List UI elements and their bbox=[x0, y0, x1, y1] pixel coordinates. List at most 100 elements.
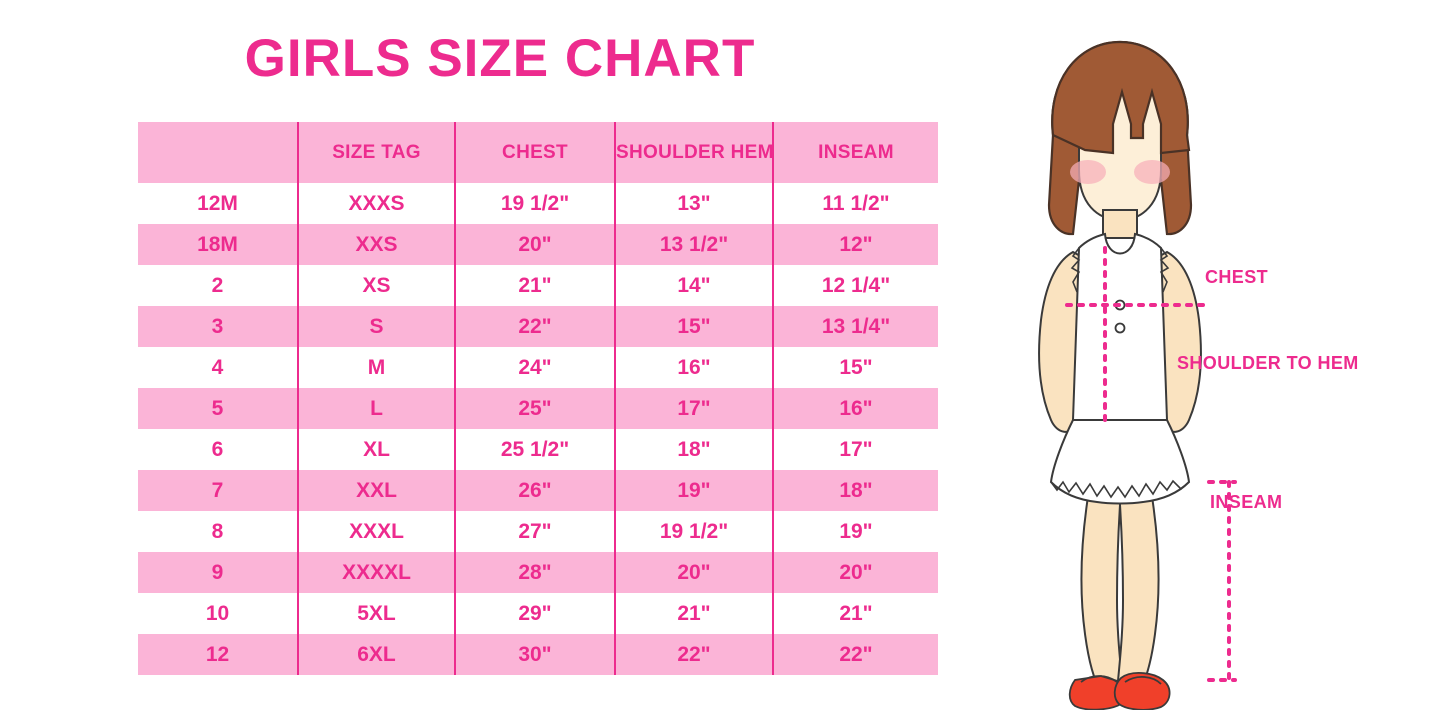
callout-label-chest: CHEST bbox=[1205, 267, 1269, 287]
cell-size-tag: 6XL bbox=[297, 634, 455, 675]
cell-size: 18M bbox=[197, 232, 238, 256]
cell-size-tag: XXXS bbox=[297, 183, 455, 224]
neck-shape bbox=[1102, 209, 1138, 239]
cell-size-tag: M bbox=[297, 347, 455, 388]
cell-chest: 26" bbox=[454, 470, 615, 511]
table-row: 2 XS 21" 14" 12 1/4" bbox=[138, 265, 938, 306]
cell-shoulder-hem: 19" bbox=[614, 470, 773, 511]
cell-size: 2 bbox=[211, 273, 224, 297]
cell-inseam: 15" bbox=[772, 347, 938, 388]
leg-left-shape bbox=[1080, 489, 1125, 693]
cell-chest: 24" bbox=[454, 347, 615, 388]
table-header-row: SIZE TAG CHEST SHOULDER HEM INSEAM bbox=[138, 122, 938, 183]
table-row: 6 XL 25 1/2" 18" 17" bbox=[138, 429, 938, 470]
cell-chest: 30" bbox=[454, 634, 615, 675]
cell-shoulder-hem: 14" bbox=[614, 265, 773, 306]
cell-inseam: 13 1/4" bbox=[772, 306, 938, 347]
girl-figure-illustration: CHEST SHOULDER TO HEM INSEAM bbox=[955, 20, 1445, 710]
cell-size-tag: 5XL bbox=[297, 593, 455, 634]
column-header-chest: CHEST bbox=[454, 122, 615, 183]
cell-size-tag: XXXL bbox=[297, 511, 455, 552]
table-row: 10 5XL 29" 21" 21" bbox=[138, 593, 938, 634]
table-row: 9 XXXXL 28" 20" 20" bbox=[138, 552, 938, 593]
skirt-shape bbox=[1049, 419, 1191, 505]
cell-size: 4 bbox=[211, 355, 224, 379]
cell-shoulder-hem: 16" bbox=[614, 347, 773, 388]
sleeve-ruffle-left-icon bbox=[1070, 247, 1081, 293]
cell-size: 3 bbox=[211, 314, 224, 338]
column-header-inseam: INSEAM bbox=[772, 122, 938, 183]
sleeve-ruffle-right-icon bbox=[1159, 247, 1170, 293]
cell-inseam: 16" bbox=[772, 388, 938, 429]
hair-bangs-shape bbox=[1051, 40, 1191, 155]
cell-chest: 25 1/2" bbox=[454, 429, 615, 470]
cell-chest: 29" bbox=[454, 593, 615, 634]
cell-size: 7 bbox=[211, 478, 224, 502]
cell-chest: 27" bbox=[454, 511, 615, 552]
cell-shoulder-hem: 20" bbox=[614, 552, 773, 593]
cell-shoulder-hem: 13 1/2" bbox=[614, 224, 773, 265]
cell-size-tag: XL bbox=[297, 429, 455, 470]
cell-shoulder-hem: 13" bbox=[614, 183, 773, 224]
cell-size-tag: L bbox=[297, 388, 455, 429]
cell-chest: 28" bbox=[454, 552, 615, 593]
column-header-shoulder-hem: SHOULDER HEM bbox=[614, 122, 773, 183]
table-row: 12M XXXS 19 1/2" 13" 11 1/2" bbox=[138, 183, 938, 224]
shoe-right-strap-icon bbox=[1124, 676, 1162, 685]
table-row: 18M XXS 20" 13 1/2" 12" bbox=[138, 224, 938, 265]
skirt-scallop-hem-icon bbox=[1050, 479, 1190, 499]
column-header-size-tag: SIZE TAG bbox=[297, 122, 455, 183]
blush-right-icon bbox=[1134, 160, 1170, 184]
cell-size: 9 bbox=[211, 560, 224, 584]
cell-size: 12 bbox=[205, 642, 230, 666]
shoe-right-shape bbox=[1113, 672, 1171, 710]
cell-shoulder-hem: 17" bbox=[614, 388, 773, 429]
table-header: SIZE TAG CHEST SHOULDER HEM INSEAM bbox=[138, 122, 938, 183]
cell-size: 6 bbox=[211, 437, 224, 461]
girl-figure-svg bbox=[1038, 40, 1237, 710]
cell-size: 8 bbox=[211, 519, 224, 543]
cell-size-tag: S bbox=[297, 306, 455, 347]
table-row: 3 S 22" 15" 13 1/4" bbox=[138, 306, 938, 347]
table-row: 7 XXL 26" 19" 18" bbox=[138, 470, 938, 511]
table-row: 4 M 24" 16" 15" bbox=[138, 347, 938, 388]
cell-size: 5 bbox=[211, 396, 224, 420]
shoe-left-strap-icon bbox=[1080, 675, 1118, 683]
cell-size-tag: XXXXL bbox=[297, 552, 455, 593]
table-row: 12 6XL 30" 22" 22" bbox=[138, 634, 938, 675]
cell-shoulder-hem: 18" bbox=[614, 429, 773, 470]
cell-shoulder-hem: 15" bbox=[614, 306, 773, 347]
cell-inseam: 20" bbox=[772, 552, 938, 593]
table-row: 5 L 25" 17" 16" bbox=[138, 388, 938, 429]
cell-size-tag: XXS bbox=[297, 224, 455, 265]
cell-chest: 20" bbox=[454, 224, 615, 265]
cell-shoulder-hem: 22" bbox=[614, 634, 773, 675]
cell-size-tag: XS bbox=[297, 265, 455, 306]
cell-inseam: 19" bbox=[772, 511, 938, 552]
cell-chest: 21" bbox=[454, 265, 615, 306]
cell-inseam: 12" bbox=[772, 224, 938, 265]
table-row: 8 XXXL 27" 19 1/2" 19" bbox=[138, 511, 938, 552]
cell-inseam: 21" bbox=[772, 593, 938, 634]
cell-inseam: 17" bbox=[772, 429, 938, 470]
button-bottom-icon bbox=[1114, 322, 1126, 334]
cell-shoulder-hem: 19 1/2" bbox=[614, 511, 773, 552]
cell-inseam: 22" bbox=[772, 634, 938, 675]
cell-size: 10 bbox=[205, 601, 230, 625]
page-title: GIRLS SIZE CHART bbox=[244, 29, 756, 88]
cell-inseam: 11 1/2" bbox=[772, 183, 938, 224]
callout-label-shoulder-to-hem: SHOULDER TO HEM bbox=[1177, 353, 1359, 373]
cell-chest: 22" bbox=[454, 306, 615, 347]
cell-chest: 25" bbox=[454, 388, 615, 429]
table-body: 12M XXXS 19 1/2" 13" 11 1/2" 18M XXS 20" 13 1/2"… bbox=[138, 183, 938, 675]
cell-inseam: 12 1/4" bbox=[772, 265, 938, 306]
size-chart-table-container: SIZE TAG CHEST SHOULDER HEM INSEAM 12M XX… bbox=[138, 122, 938, 675]
cell-size-tag: XXL bbox=[297, 470, 455, 511]
leg-right-shape bbox=[1115, 489, 1160, 693]
cell-size: 12M bbox=[197, 191, 238, 215]
cell-shoulder-hem: 21" bbox=[614, 593, 773, 634]
cell-chest: 19 1/2" bbox=[454, 183, 615, 224]
size-chart-table: SIZE TAG CHEST SHOULDER HEM INSEAM 12M XX… bbox=[138, 122, 938, 675]
blush-left-icon bbox=[1070, 160, 1106, 184]
column-header-size bbox=[138, 122, 298, 183]
